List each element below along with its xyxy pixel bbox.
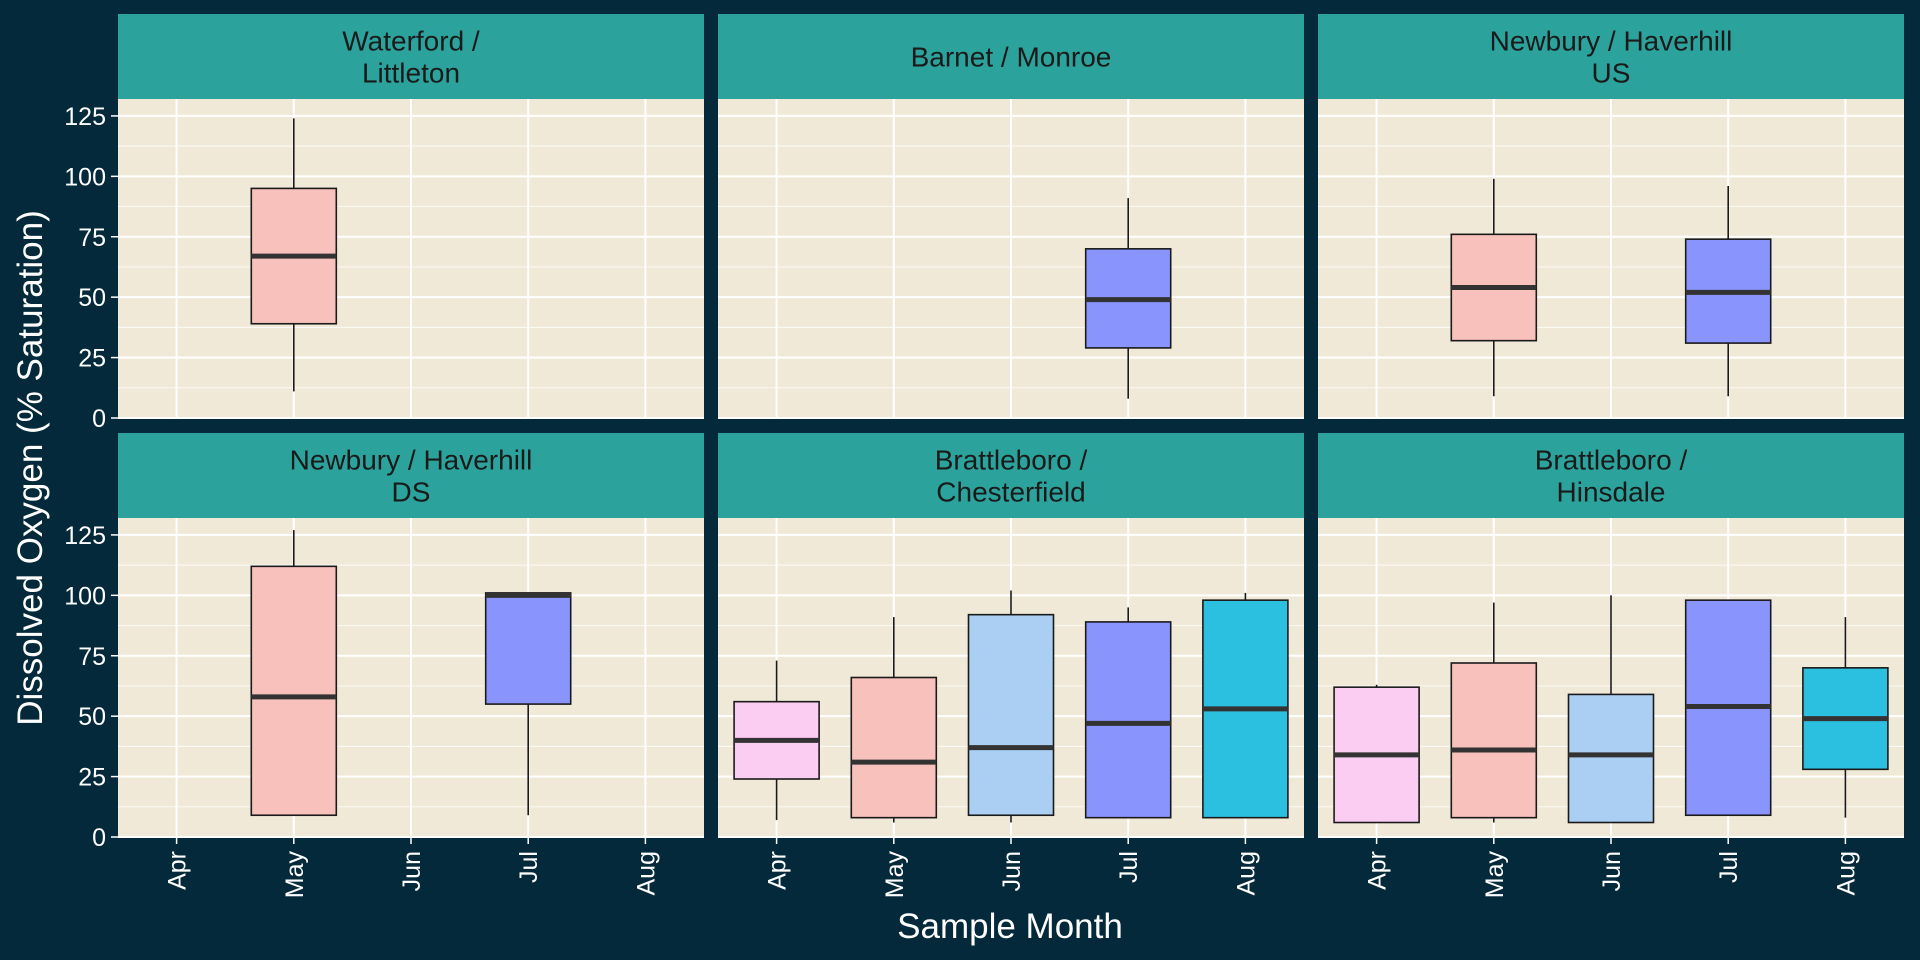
box-apr	[1333, 684, 1420, 824]
facet-strip	[118, 433, 704, 518]
facet-strip	[118, 14, 704, 99]
facet-strip	[718, 14, 1304, 99]
facet-title: DS	[392, 477, 431, 508]
facet-panel: Barnet / Monroe	[718, 14, 1304, 419]
facet-title: Littleton	[362, 58, 460, 89]
box-aug	[1802, 617, 1889, 818]
facet-panel: Waterford /Littleton 0 25 50 75 100 125	[64, 14, 704, 433]
x-tick-label: Aug	[632, 851, 660, 895]
box-may	[1450, 178, 1538, 397]
y-tick-label: 25	[78, 764, 106, 792]
box-jun	[1567, 595, 1655, 824]
facet-title: Newbury / Haverhill	[290, 445, 533, 476]
facet-panel: Brattleboro /Hinsdale Apr May Jun Jul Aug	[1318, 433, 1904, 898]
facet-title: Hinsdale	[1557, 477, 1666, 508]
x-tick-label: Jul	[1115, 851, 1143, 883]
x-tick-label: Jul	[1715, 851, 1743, 883]
box-jul	[484, 592, 572, 816]
x-tick-label: Apr	[764, 851, 792, 890]
box-body	[1084, 621, 1172, 819]
box-may	[1450, 602, 1538, 823]
x-axis-title: Sample Month	[897, 907, 1123, 946]
box-body	[850, 676, 938, 819]
y-tick-label: 100	[64, 163, 106, 191]
box-apr	[733, 660, 820, 821]
box-body	[967, 613, 1055, 817]
x-tick-label: Jun	[1598, 851, 1626, 891]
y-tick-label: 75	[78, 643, 106, 671]
y-tick-label: 25	[78, 345, 106, 373]
y-tick-label: 100	[64, 582, 106, 610]
x-tick-label: Apr	[1364, 851, 1392, 890]
x-tick-label: Aug	[1232, 851, 1260, 895]
box-body	[484, 592, 572, 705]
x-tick-label: May	[1481, 851, 1509, 899]
facet-panel: Brattleboro /Chesterfield Apr May Jun Jul Aug	[718, 433, 1304, 898]
box-body	[1450, 662, 1538, 819]
x-tick-label: Jun	[398, 851, 426, 891]
x-tick-label: May	[881, 851, 909, 899]
y-tick-label: 125	[64, 103, 106, 131]
y-tick-label: 125	[64, 522, 106, 550]
box-jul	[1684, 599, 1772, 817]
facet-strip	[1318, 14, 1904, 99]
x-tick-label: Jul	[515, 851, 543, 883]
y-tick-label: 0	[92, 405, 106, 433]
box-jul	[1684, 186, 1772, 397]
y-tick-label: 50	[78, 703, 106, 731]
box-jul	[1084, 607, 1172, 819]
box-jun	[967, 590, 1055, 823]
box-may	[250, 530, 338, 817]
facet-title: Newbury / Haverhill	[1490, 26, 1733, 57]
facet-panels: Waterford /Littleton 0 25 50 75 100 125 Barnet …	[64, 14, 1904, 898]
y-tick-label: 75	[78, 224, 106, 252]
box-may	[250, 118, 338, 392]
facet-strip	[718, 433, 1304, 518]
facet-title: Barnet / Monroe	[911, 42, 1112, 73]
facet-title: Waterford /	[342, 26, 480, 57]
box-aug	[1202, 592, 1289, 819]
y-axis-title: Dissolved Oxygen (% Saturation)	[11, 210, 50, 726]
facet-title: Brattleboro /	[935, 445, 1088, 476]
x-tick-label: Aug	[1832, 851, 1860, 895]
facet-title: US	[1592, 58, 1631, 89]
box-body	[250, 565, 338, 817]
x-tick-label: Apr	[164, 851, 192, 890]
y-tick-label: 50	[78, 284, 106, 312]
box-jul	[1084, 198, 1172, 399]
facet-strip	[1318, 433, 1904, 518]
x-tick-label: May	[281, 851, 309, 899]
box-may	[850, 617, 938, 823]
x-tick-label: Jun	[998, 851, 1026, 891]
box-body	[1567, 693, 1655, 824]
y-tick-label: 0	[92, 824, 106, 852]
facet-title: Chesterfield	[936, 477, 1085, 508]
facet-title: Brattleboro /	[1535, 445, 1688, 476]
